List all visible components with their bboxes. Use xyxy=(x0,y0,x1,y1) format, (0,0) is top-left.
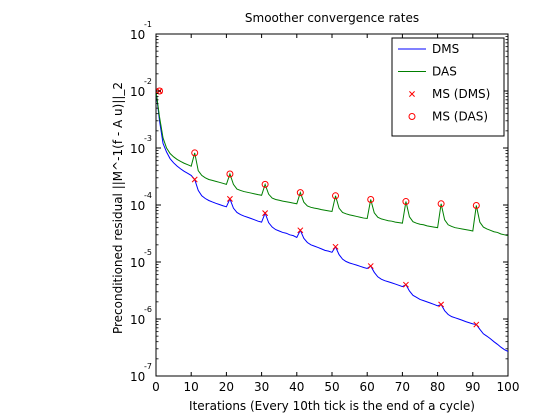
legend-label-das: DAS xyxy=(432,65,457,79)
point-ms-das-2 xyxy=(226,170,234,178)
point-ms-das-5 xyxy=(332,192,340,200)
y-tick-exponent--3: -3 xyxy=(144,134,152,143)
legend-swatch-ms-das xyxy=(408,113,416,120)
point-ms-das-9 xyxy=(472,202,480,210)
x-tick-label-70: 70 xyxy=(395,380,410,394)
x-tick-label-0: 0 xyxy=(152,380,160,394)
point-ms-dms-3 xyxy=(262,210,269,217)
x-tick-label-20: 20 xyxy=(219,380,234,394)
y-tick-exponent--1: -1 xyxy=(144,20,152,29)
chart-title: Smoother convergence rates xyxy=(245,11,419,25)
point-ms-dms-6 xyxy=(367,263,374,269)
y-tick-label--1: 10 xyxy=(130,28,145,42)
x-tick-label-10: 10 xyxy=(184,380,199,394)
point-ms-dms-8 xyxy=(438,301,445,308)
legend-swatch-ms-dms xyxy=(409,91,415,97)
point-ms-das-4 xyxy=(296,189,304,197)
y-tick-label--5: 10 xyxy=(130,256,145,270)
legend: DMS DAS MS (DMS) MS (DAS) xyxy=(391,37,505,137)
y-tick-label--2: 10 xyxy=(130,85,145,99)
series-line-das xyxy=(156,90,508,237)
x-tick-label-50: 50 xyxy=(324,380,339,394)
series-layer xyxy=(156,87,508,352)
y-tick-exponent--4: -4 xyxy=(144,191,152,200)
x-tick-label-90: 90 xyxy=(465,380,480,394)
y-tick-label--3: 10 xyxy=(130,142,145,156)
y-tick-label--6: 10 xyxy=(130,313,145,327)
x-tick-label-100: 100 xyxy=(497,380,520,394)
point-ms-dms-7 xyxy=(402,281,409,288)
point-ms-das-8 xyxy=(437,200,445,208)
ticks-layer: 0 10 20 30 40 50 60 70 80 90 10010-710-610-510-410… xyxy=(130,20,519,394)
point-ms-dms-5 xyxy=(332,243,339,250)
legend-label-dms: DMS xyxy=(432,42,459,56)
legend-label-ms-dms: MS (DMS) xyxy=(432,87,490,101)
y-tick-exponent--5: -5 xyxy=(144,248,152,257)
x-axis-label: Iterations (Every 10th tick is the end o… xyxy=(189,399,475,413)
y-tick-exponent--6: -6 xyxy=(144,305,152,314)
y-axis-label: Preconditioned residual ||M^-1(f - A u)|… xyxy=(111,82,125,334)
x-tick-label-80: 80 xyxy=(430,380,445,394)
y-tick-label--4: 10 xyxy=(130,199,145,213)
y-tick-exponent--7: -7 xyxy=(144,362,152,371)
series-line-dms xyxy=(156,90,508,352)
point-ms-das-3 xyxy=(261,180,269,188)
x-tick-label-30: 30 xyxy=(254,380,269,394)
legend-label-ms-das: MS (DAS) xyxy=(432,110,488,124)
y-tick-label--7: 10 xyxy=(130,370,145,384)
point-ms-dms-1 xyxy=(191,176,198,183)
point-ms-dms-2 xyxy=(226,195,233,202)
y-tick-exponent--2: -2 xyxy=(144,77,152,86)
point-ms-das-6 xyxy=(367,195,375,203)
point-ms-dms-4 xyxy=(297,227,304,234)
point-ms-das-1 xyxy=(191,149,199,157)
point-ms-dms-9 xyxy=(473,321,480,328)
x-tick-label-60: 60 xyxy=(360,380,375,394)
x-tick-label-40: 40 xyxy=(289,380,304,394)
point-ms-das-7 xyxy=(402,198,410,206)
